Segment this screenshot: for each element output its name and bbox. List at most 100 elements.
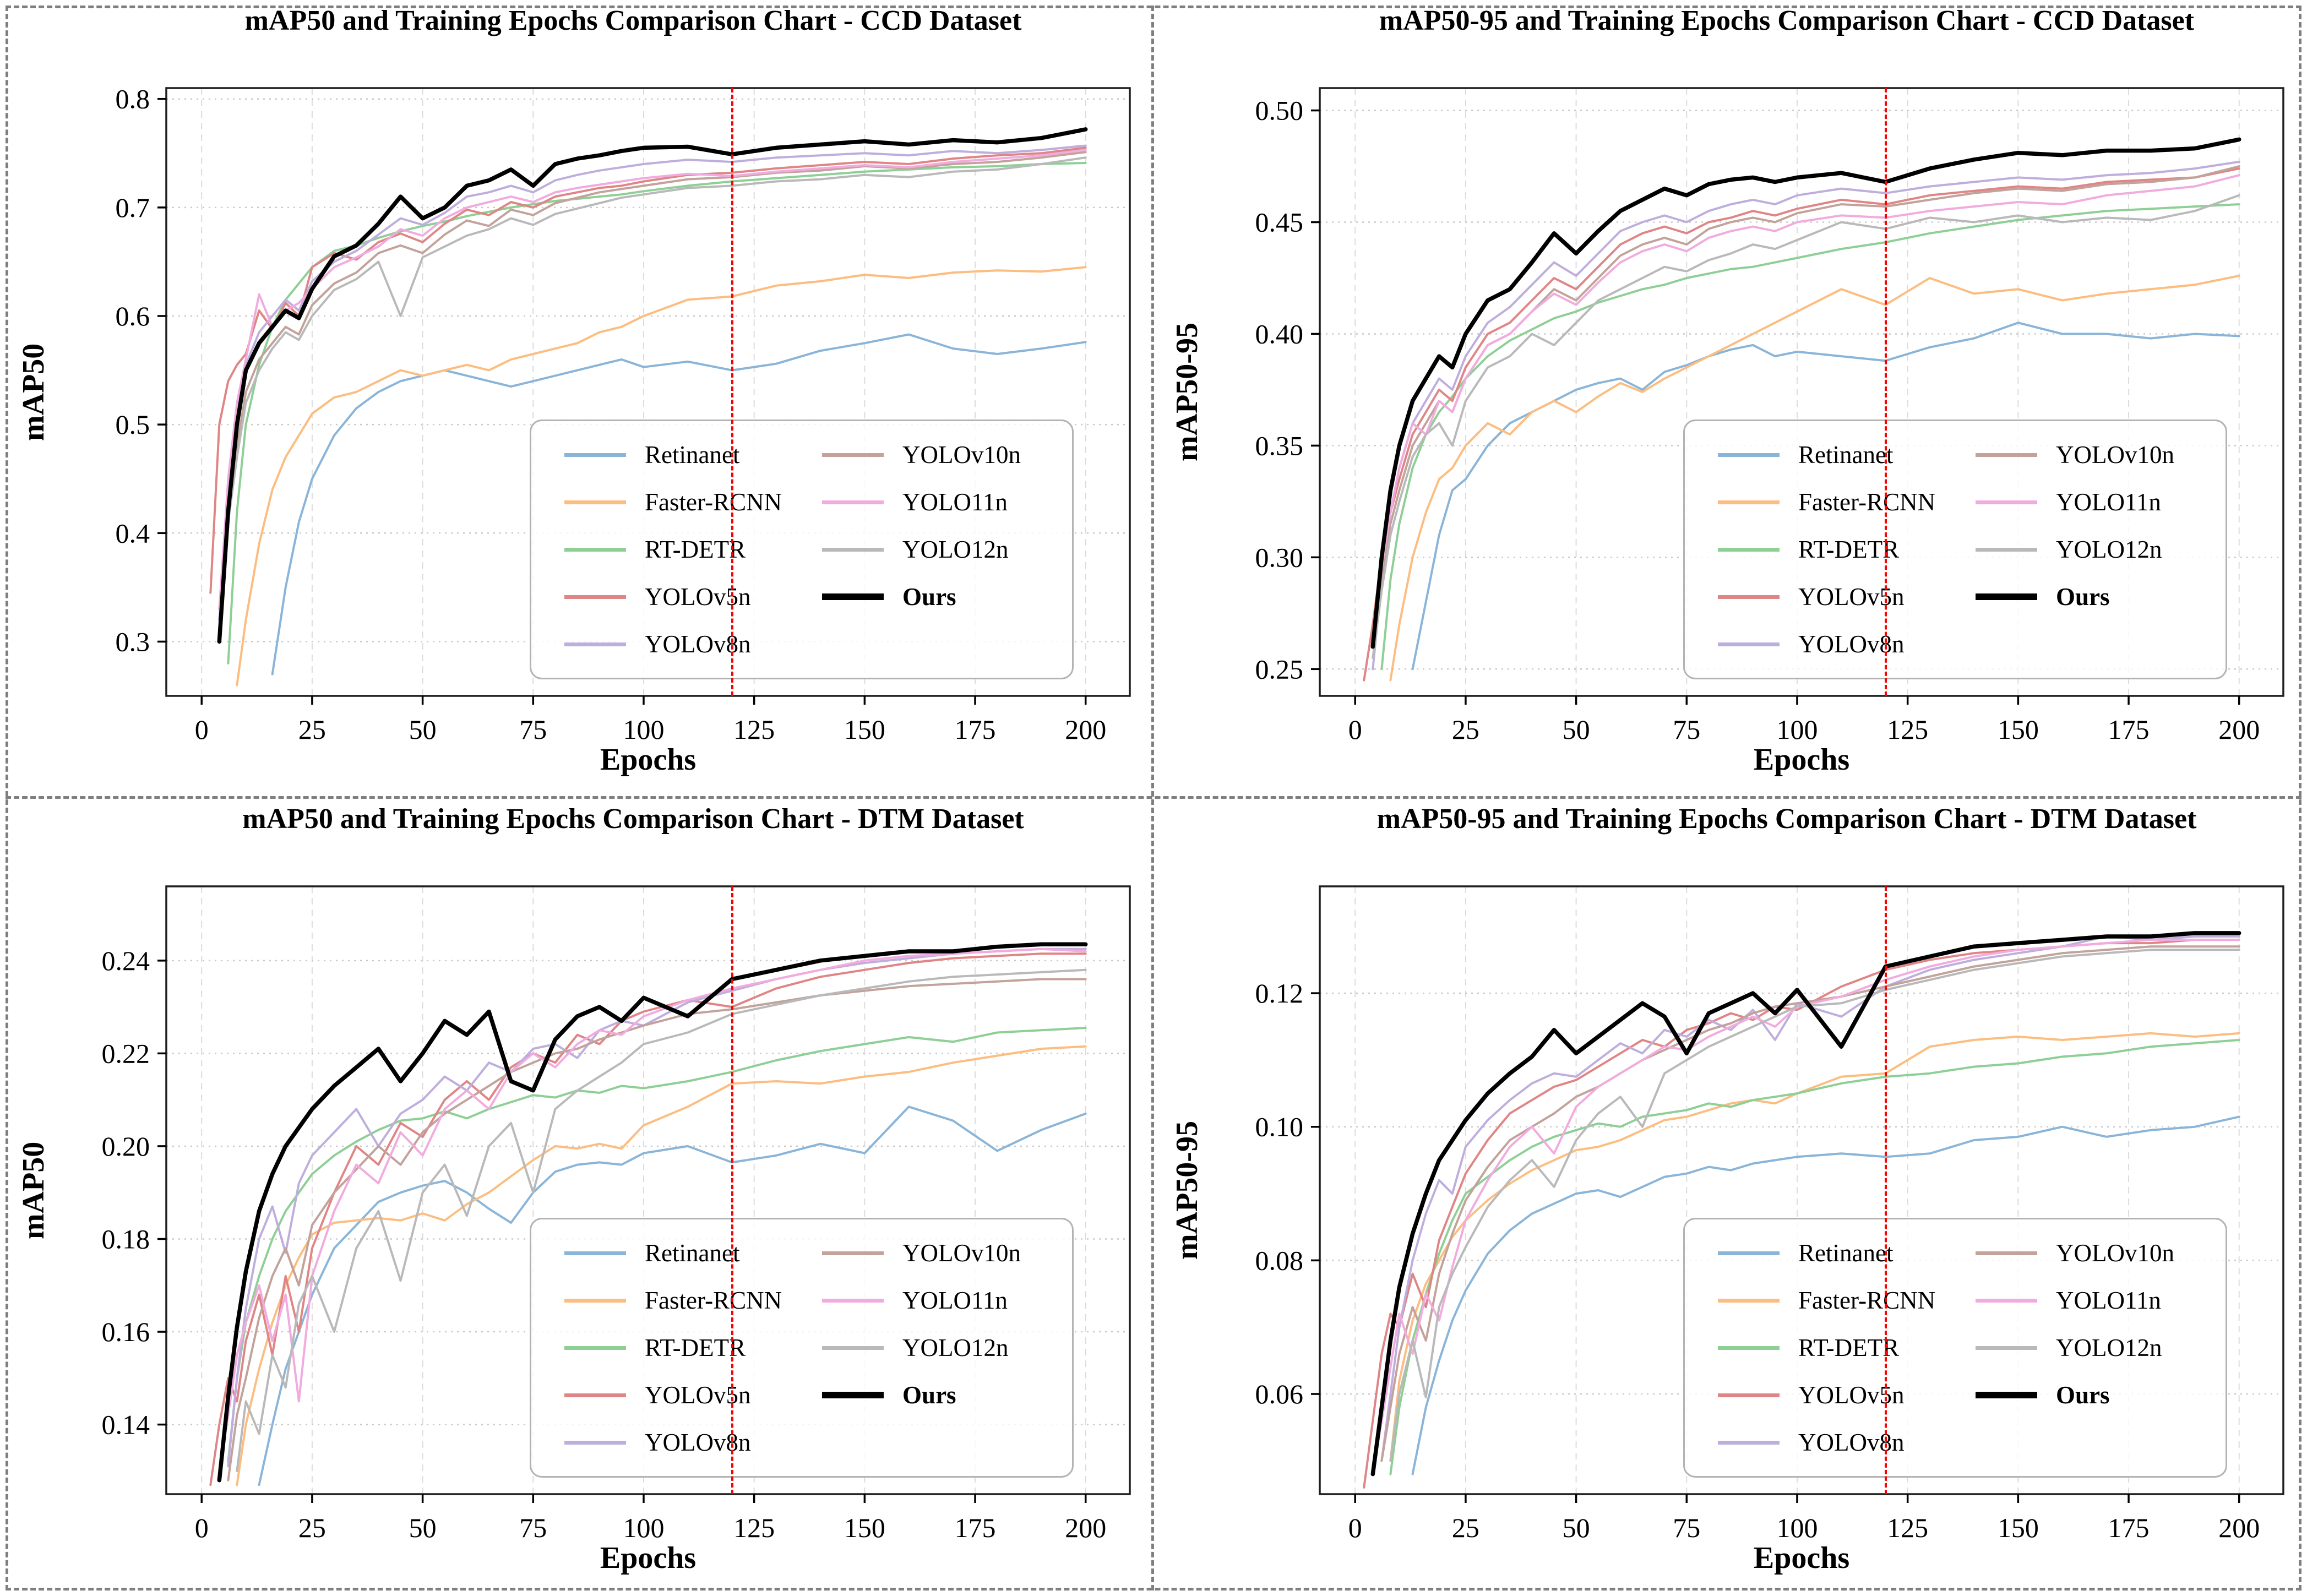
legend-item-yolo11n: YOLO11n	[1976, 1277, 2214, 1324]
legend-swatch	[564, 1440, 626, 1445]
legend-item-yolov8n: YOLOv8n	[1718, 620, 1976, 668]
svg-text:50: 50	[1563, 1512, 1590, 1543]
svg-text:0.20: 0.20	[102, 1131, 150, 1162]
svg-text:100: 100	[1776, 1512, 1818, 1543]
y-axis-label: mAP50-95	[1170, 1121, 1204, 1260]
legend-swatch	[564, 500, 626, 504]
legend-swatch	[1718, 1298, 1780, 1303]
legend-label: YOLO12n	[902, 1334, 1009, 1361]
svg-text:0.5: 0.5	[116, 409, 150, 440]
legend-item-faster-rcnn: Faster-RCNN	[564, 478, 822, 526]
svg-text:25: 25	[1452, 1512, 1479, 1543]
svg-text:25: 25	[298, 714, 326, 745]
svg-text:200: 200	[1065, 714, 1106, 745]
panel-map50-ccd: mAP50 and Training Epochs Comparison Cha…	[0, 0, 1154, 798]
legend-swatch	[1718, 547, 1780, 552]
legend-item-faster-rcnn: Faster-RCNN	[1718, 1277, 1976, 1324]
legend-swatch	[564, 1346, 626, 1350]
legend-label: Retinanet	[1798, 1239, 1894, 1267]
svg-text:125: 125	[733, 714, 775, 745]
legend-swatch	[1976, 593, 2038, 600]
svg-text:25: 25	[1452, 714, 1479, 745]
legend-swatch	[1976, 1346, 2038, 1350]
svg-text:0.14: 0.14	[102, 1409, 150, 1440]
legend-label: Ours	[902, 1381, 956, 1409]
legend-label: RT-DETR	[645, 1334, 746, 1361]
svg-text:75: 75	[519, 714, 547, 745]
legend-item-retinanet: Retinanet	[564, 1229, 822, 1277]
legend-label: YOLOv8n	[645, 630, 751, 658]
legend-swatch	[564, 642, 626, 646]
svg-text:50: 50	[1563, 714, 1590, 745]
legend-label: Ours	[2056, 1381, 2110, 1409]
svg-text:0.7: 0.7	[116, 192, 150, 223]
legend-label: YOLO12n	[902, 536, 1009, 563]
legend-swatch	[1718, 453, 1780, 457]
svg-text:100: 100	[623, 1512, 664, 1543]
legend-label: YOLOv8n	[1798, 630, 1905, 658]
legend-label: YOLO11n	[2056, 488, 2161, 516]
legend-swatch	[822, 1346, 884, 1350]
legend-label: YOLOv5n	[1798, 1381, 1905, 1409]
legend-swatch	[1976, 500, 2038, 504]
legend-label: YOLOv5n	[645, 583, 751, 611]
legend-label: RT-DETR	[1798, 1334, 1900, 1361]
svg-text:100: 100	[1776, 714, 1818, 745]
legend-item-yolov8n: YOLOv8n	[1718, 1419, 1976, 1466]
legend-swatch	[822, 1392, 884, 1398]
panel-map5095-dtm: mAP50-95 and Training Epochs Comparison …	[1154, 798, 2307, 1596]
legend-item-rt-detr: RT-DETR	[1718, 526, 1976, 573]
legend-swatch	[564, 547, 626, 552]
x-axis-label: Epochs	[600, 743, 697, 777]
svg-text:125: 125	[733, 1512, 775, 1543]
svg-text:175: 175	[2108, 1512, 2150, 1543]
legend-item-yolo11n: YOLO11n	[822, 1277, 1061, 1324]
legend-swatch	[822, 500, 884, 504]
legend-label: Faster-RCNN	[645, 488, 782, 516]
legend-swatch	[1718, 595, 1780, 599]
svg-text:0: 0	[1348, 714, 1362, 745]
svg-text:0.45: 0.45	[1255, 207, 1304, 238]
panel-map50-dtm: mAP50 and Training Epochs Comparison Cha…	[0, 798, 1154, 1596]
x-axis-label: Epochs	[1753, 1541, 1850, 1575]
legend-item-ours: Ours	[822, 573, 1061, 620]
legend-swatch	[1976, 1392, 2038, 1398]
svg-text:150: 150	[844, 714, 885, 745]
chart-legend: Retinanet Faster-RCNN RT-DETR YOLOv5n YOLOv8…	[530, 1218, 1074, 1478]
legend-swatch	[822, 453, 884, 457]
x-axis-label: Epochs	[1753, 743, 1850, 777]
svg-text:0.50: 0.50	[1255, 95, 1304, 126]
svg-text:25: 25	[298, 1512, 326, 1543]
chart-title: mAP50 and Training Epochs Comparison Cha…	[244, 5, 1022, 36]
chart-plot-area: 0 25 50 75 100 125 150 175 200 0.3 0.4 0.5 0.6 0.7 0.8	[116, 84, 1131, 745]
svg-text:0.8: 0.8	[116, 84, 150, 115]
legend-swatch	[1976, 1298, 2038, 1303]
svg-text:75: 75	[1673, 714, 1700, 745]
legend-item-retinanet: Retinanet	[564, 431, 822, 478]
legend-item-yolo11n: YOLO11n	[822, 478, 1061, 526]
legend-swatch	[564, 1251, 626, 1255]
legend-label: YOLO11n	[2056, 1287, 2161, 1314]
chart-title: mAP50-95 and Training Epochs Comparison …	[1379, 5, 2195, 36]
legend-item-faster-rcnn: Faster-RCNN	[1718, 478, 1976, 526]
svg-text:0: 0	[195, 714, 209, 745]
svg-text:0.40: 0.40	[1255, 318, 1304, 349]
chart-title: mAP50-95 and Training Epochs Comparison …	[1376, 803, 2197, 835]
svg-text:125: 125	[1887, 1512, 1928, 1543]
svg-text:0.4: 0.4	[116, 518, 150, 548]
legend-label: YOLOv5n	[645, 1381, 751, 1409]
epoch-120-reference-line	[1884, 886, 1887, 1494]
svg-text:50: 50	[409, 1512, 437, 1543]
legend-swatch	[564, 1393, 626, 1397]
legend-swatch	[1718, 1346, 1780, 1350]
panel-map5095-ccd: mAP50-95 and Training Epochs Comparison …	[1154, 0, 2307, 798]
svg-text:0.06: 0.06	[1255, 1379, 1304, 1409]
legend-item-ours: Ours	[1976, 1371, 2214, 1419]
svg-text:0.3: 0.3	[116, 626, 150, 657]
legend-item-yolo12n: YOLO12n	[1976, 526, 2214, 573]
svg-text:125: 125	[1887, 714, 1928, 745]
legend-label: Retinanet	[1798, 441, 1894, 469]
legend-label: Faster-RCNN	[1798, 1287, 1936, 1314]
horizontal-panel-divider	[6, 796, 2301, 799]
